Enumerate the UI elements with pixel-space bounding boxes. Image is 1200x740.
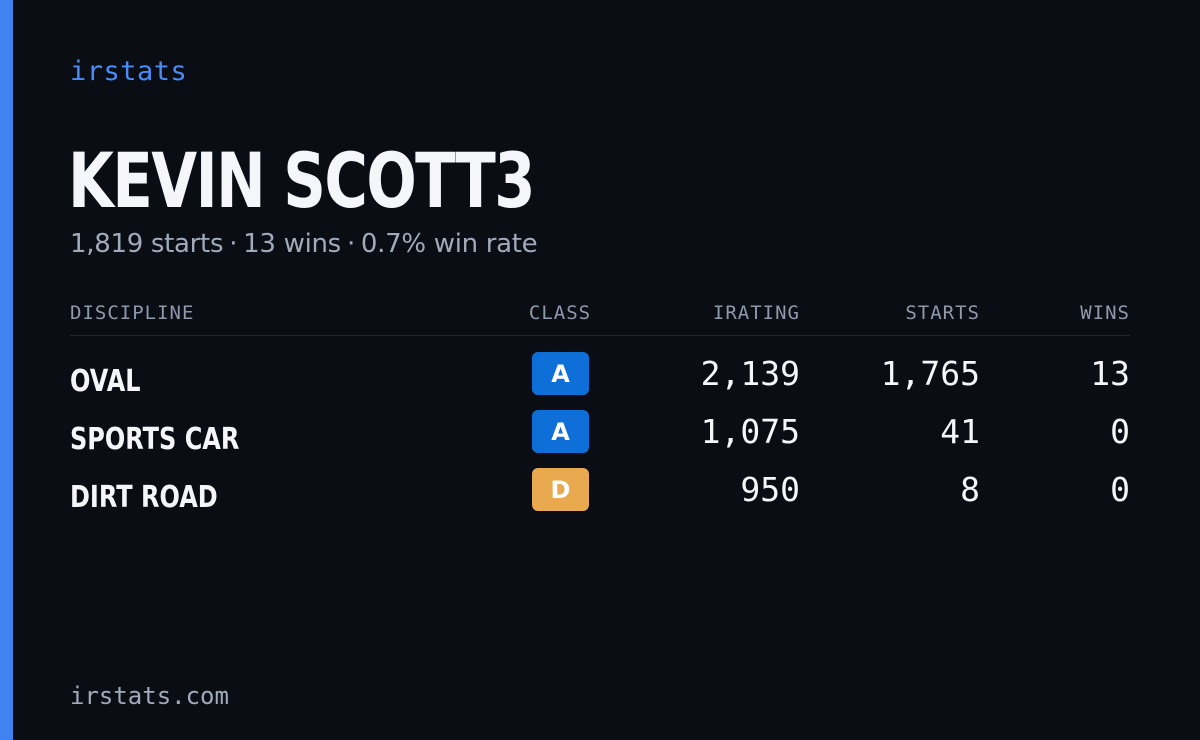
player-summary: 1,819 starts · 13 wins · 0.7% win rate	[70, 229, 538, 259]
separator: ·	[346, 229, 355, 259]
table-row: SPORTS CAR A 1,075 41 0	[70, 394, 1130, 457]
header-wins: WINS	[1080, 302, 1130, 324]
irating-value: 1,075	[700, 412, 800, 451]
total-wins: 13 wins	[243, 229, 341, 259]
starts-value: 8	[960, 470, 980, 509]
total-starts: 1,819 starts	[70, 229, 224, 259]
class-badge: A	[532, 410, 589, 453]
win-rate: 0.7% win rate	[360, 229, 538, 259]
irating-value: 950	[740, 470, 800, 509]
separator: ·	[229, 229, 238, 259]
class-badge: A	[532, 352, 589, 395]
header-class-label: CLASS	[528, 302, 592, 324]
header-starts: STARTS	[905, 302, 980, 324]
table-row: DIRT ROAD D 950 8 0	[70, 452, 1130, 515]
table-header: DISCIPLINE CLASS IRATING STARTS WINS	[70, 300, 1130, 336]
class-badge: D	[532, 468, 589, 511]
header-irating: IRATING	[712, 302, 800, 324]
starts-value: 41	[940, 412, 980, 451]
discipline-name: SPORTS CAR	[70, 422, 240, 457]
wins-value: 0	[1110, 470, 1130, 509]
wins-value: 13	[1090, 354, 1130, 393]
starts-value: 1,765	[880, 354, 980, 393]
discipline-name: DIRT ROAD	[70, 480, 218, 515]
discipline-name: OVAL	[70, 364, 141, 399]
header-discipline: DISCIPLINE	[70, 302, 195, 324]
player-name: KEVIN SCOTT3	[68, 136, 536, 225]
footer-url: irstats.com	[70, 682, 229, 710]
brand-logo: irstats	[70, 56, 188, 87]
discipline-table: DISCIPLINE CLASS IRATING STARTS WINS OVA…	[70, 300, 1130, 515]
accent-bar	[0, 0, 13, 740]
wins-value: 0	[1110, 412, 1130, 451]
irating-value: 2,139	[700, 354, 800, 393]
table-row: OVAL A 2,139 1,765 13	[70, 336, 1130, 399]
